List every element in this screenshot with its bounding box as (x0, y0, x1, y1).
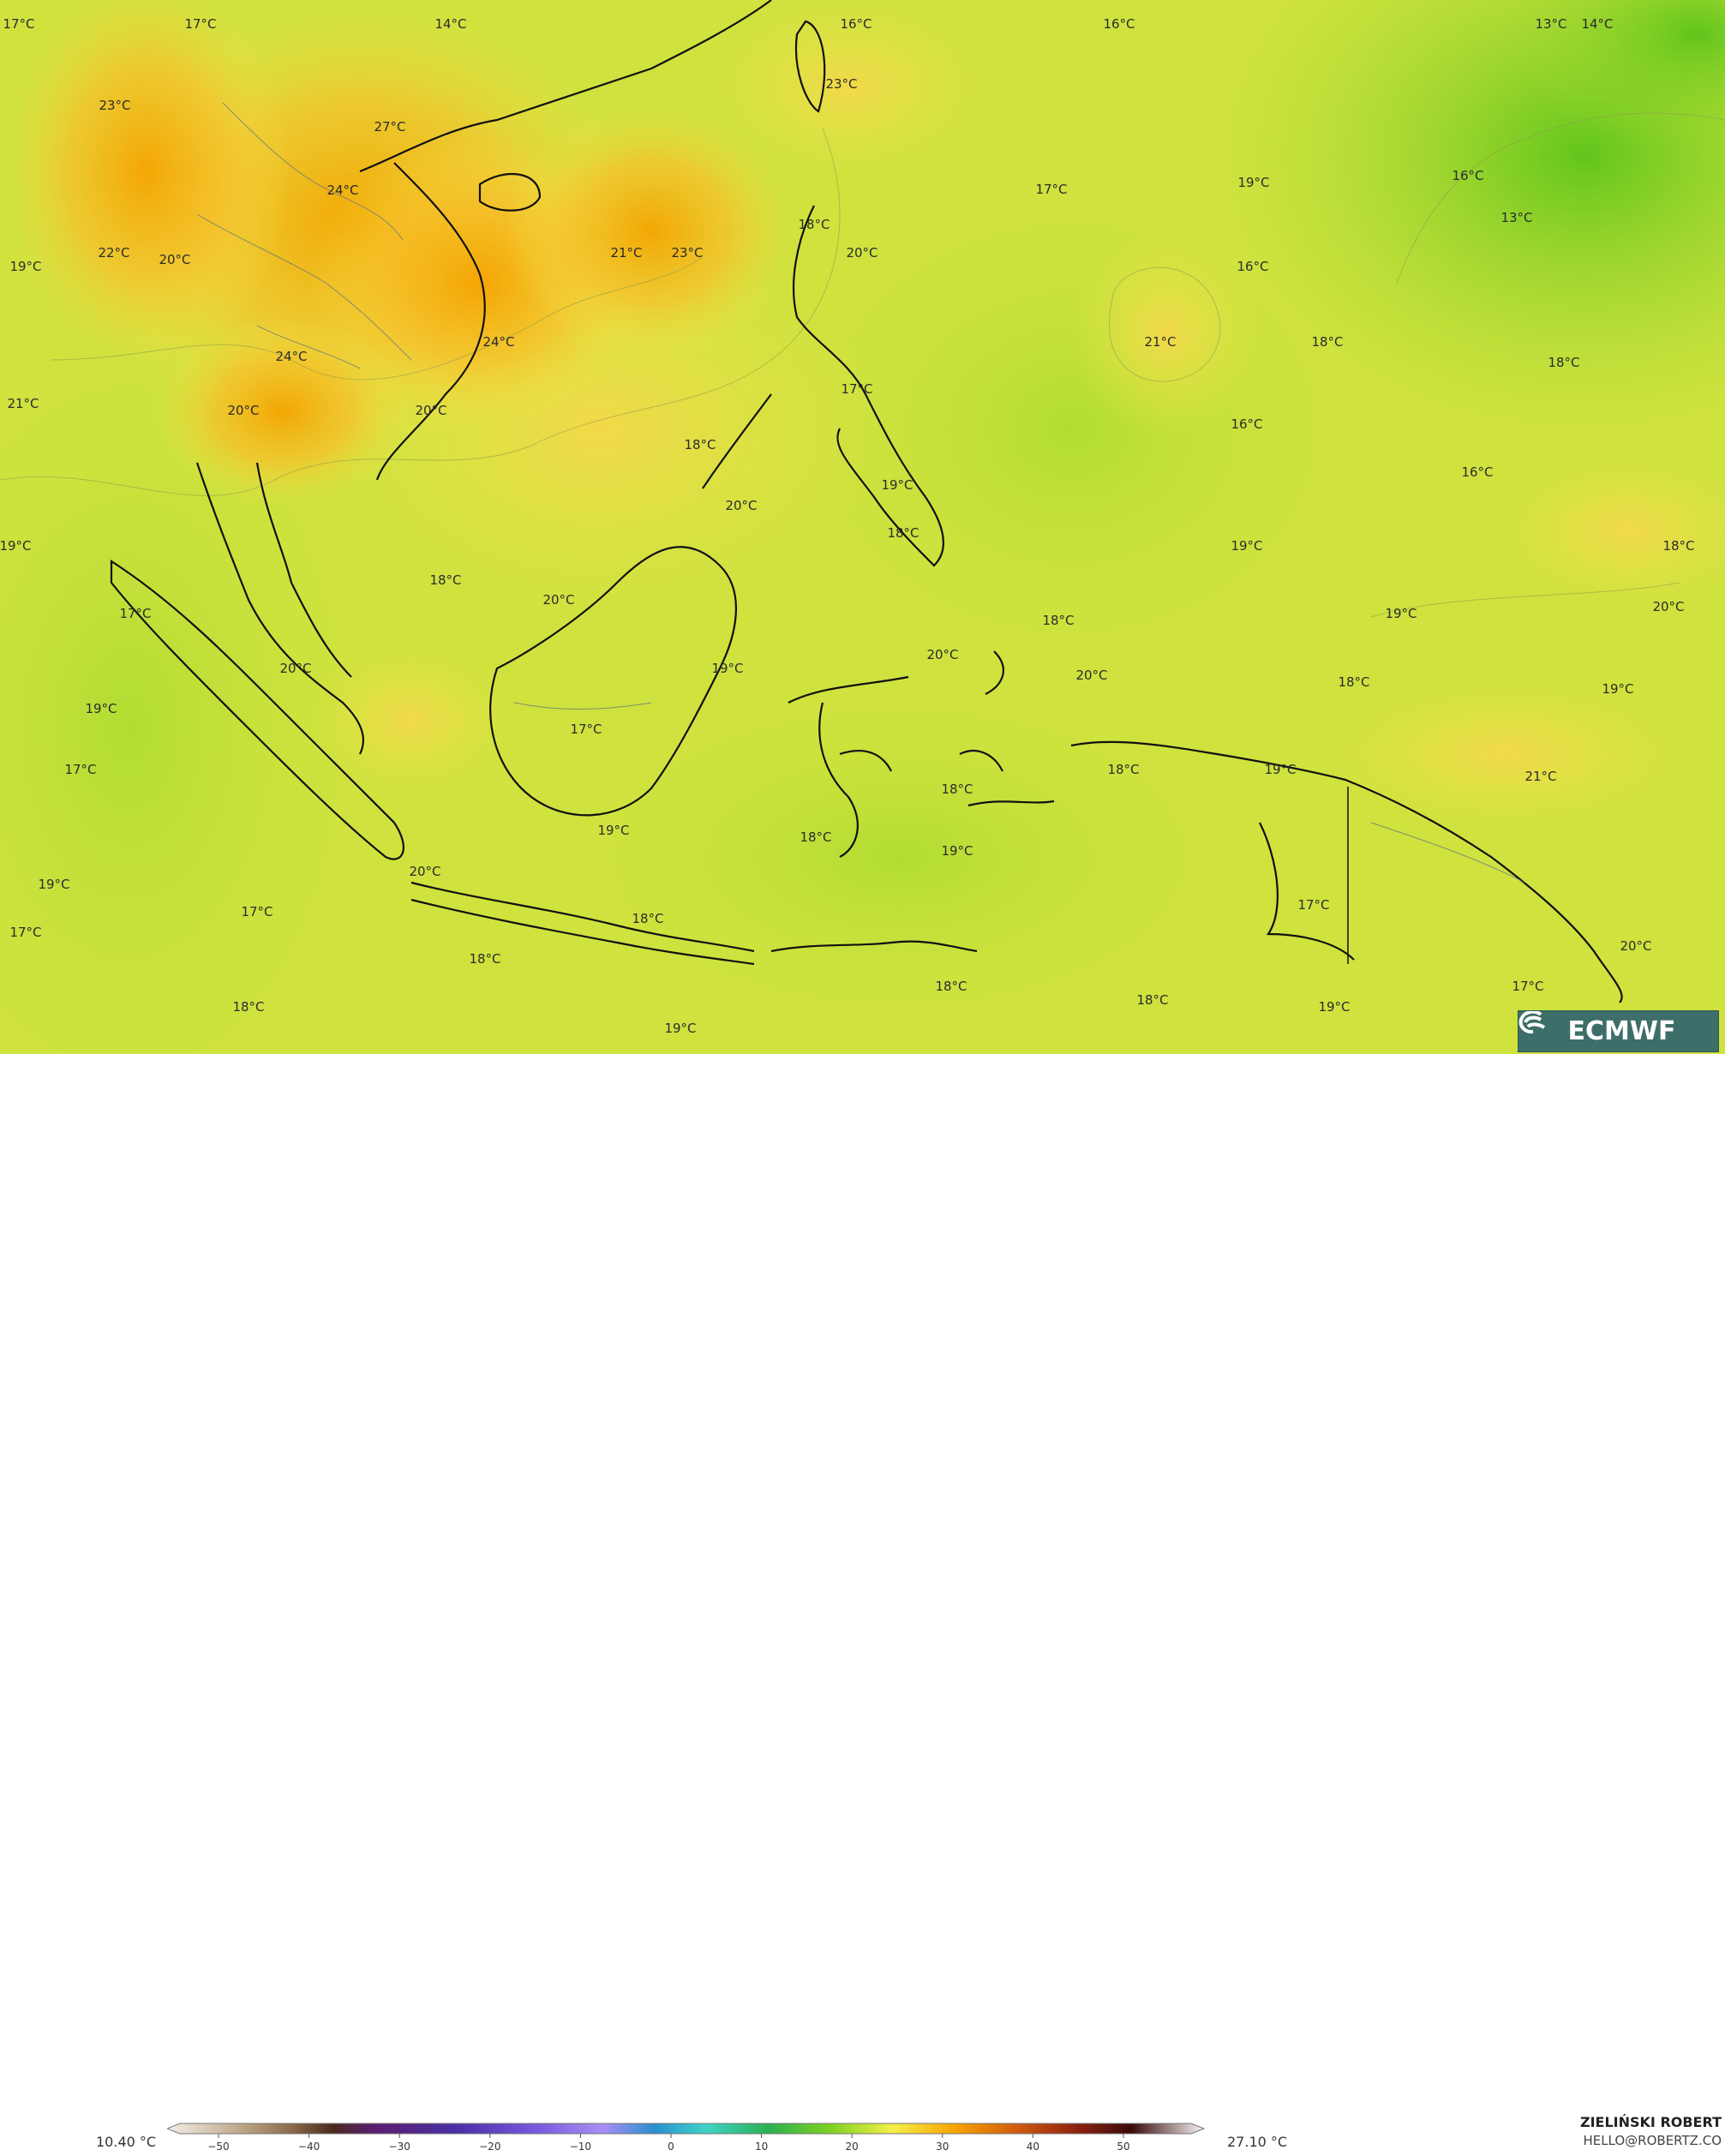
temperature-label: 20°C (926, 647, 959, 662)
temperature-label: 19°C (1318, 999, 1351, 1015)
temperature-map[interactable]: 17°C 17°C 14°C 16°C 16°C 13°C 14°C 23°C 23°C 27°C… (0, 0, 1725, 1054)
temperature-label: 19°C (1264, 762, 1297, 777)
temperature-label: 16°C (1231, 416, 1263, 432)
temperature-label: 19°C (711, 661, 744, 676)
legend-tick-label: −20 (479, 2141, 500, 2153)
temperature-label: 20°C (1652, 599, 1685, 614)
temperature-label: 20°C (1075, 668, 1108, 683)
legend-tick-label: 30 (936, 2141, 949, 2153)
temperature-label: 18°C (1136, 992, 1169, 1008)
legend-tick-label: −40 (298, 2141, 320, 2153)
temperature-label: 18°C (1107, 762, 1140, 777)
temperature-label: 16°C (840, 16, 872, 32)
temperature-label: 19°C (1385, 606, 1417, 621)
temperature-label: 17°C (241, 904, 273, 919)
temperature-label: 20°C (409, 864, 441, 879)
temperature-label: 21°C (1144, 334, 1177, 350)
temperature-label: 20°C (159, 252, 191, 267)
temperature-label: 21°C (1524, 769, 1557, 784)
temperature-label: 22°C (98, 245, 130, 261)
legend-footer: 10.40 °C (0, 1054, 1725, 2153)
temperature-label: 14°C (434, 16, 467, 32)
temperature-label: 20°C (279, 661, 312, 676)
temperature-label: 19°C (1231, 538, 1263, 554)
temperature-label: 24°C (275, 349, 308, 364)
temperature-label: 19°C (597, 823, 630, 838)
temperature-label: 19°C (941, 843, 973, 859)
temperature-label: 23°C (825, 76, 858, 92)
temperature-label: 16°C (1103, 16, 1135, 32)
temperature-label: 23°C (99, 98, 131, 113)
legend-tick-label: −30 (389, 2141, 410, 2153)
legend-min-value: 10.40 °C (96, 2134, 157, 2150)
temperature-label: 20°C (415, 403, 447, 418)
legend-tick-label: 0 (668, 2141, 674, 2153)
temperature-label: 19°C (0, 538, 32, 554)
temperature-label: 18°C (935, 979, 967, 994)
temperature-label: 24°C (326, 183, 359, 198)
ecmwf-logo: ECMWF (1518, 1010, 1719, 1052)
temperature-label: 21°C (610, 245, 643, 261)
temperature-label: 17°C (841, 381, 873, 397)
temperature-label: 19°C (1237, 175, 1270, 190)
temperature-label: 14°C (1581, 16, 1614, 32)
legend-tick-label: 10 (755, 2141, 768, 2153)
temperature-label: 18°C (1042, 613, 1075, 628)
temperature-label: 17°C (1297, 897, 1330, 913)
map-background (0, 0, 1725, 1054)
temperature-label: 20°C (542, 592, 575, 608)
temperature-label: 18°C (1338, 674, 1370, 690)
temperature-label: 19°C (1602, 681, 1634, 697)
temperature-label: 20°C (725, 498, 758, 513)
temperature-label: 20°C (1620, 938, 1652, 954)
temperature-label: 18°C (1548, 355, 1580, 370)
temperature-label: 17°C (184, 16, 217, 32)
temperature-label: 17°C (1035, 182, 1068, 197)
temperature-label: 19°C (9, 259, 42, 274)
temperature-label: 16°C (1461, 464, 1494, 480)
legend-tick-label: 50 (1117, 2141, 1129, 2153)
ecmwf-logo-text: ECMWF (1567, 1016, 1676, 1046)
temperature-label: 19°C (664, 1021, 697, 1036)
temperature-label: 17°C (570, 722, 602, 737)
temperature-label: 18°C (1311, 334, 1344, 350)
temperature-label: 18°C (632, 911, 664, 926)
temperature-label: 13°C (1500, 210, 1533, 225)
temperature-label: 17°C (3, 16, 35, 32)
temperature-label: 16°C (1452, 168, 1484, 183)
temperature-label: 20°C (846, 245, 878, 261)
temperature-label: 18°C (232, 999, 265, 1015)
temperature-label: 18°C (887, 525, 919, 541)
legend-tick-label: −10 (570, 2141, 591, 2153)
temperature-label: 17°C (64, 762, 97, 777)
temperature-label: 19°C (85, 701, 117, 716)
temperature-label: 18°C (684, 437, 716, 452)
temperature-label: 18°C (798, 217, 830, 232)
temperature-label: 17°C (9, 925, 42, 940)
temperature-label: 18°C (429, 572, 462, 588)
legend-tick-label: −50 (207, 2141, 229, 2153)
temperature-label: 20°C (227, 403, 260, 418)
temperature-label: 18°C (800, 829, 832, 845)
temperature-label: 19°C (38, 877, 70, 892)
legend-max-value: 27.10 °C (1227, 2134, 1288, 2150)
legend-tick-label: 40 (1027, 2141, 1039, 2153)
temperature-label: 18°C (469, 951, 501, 967)
color-scale-bar: −50 −40 −30 −20 −10 0 10 20 30 40 50 (167, 2123, 1206, 2153)
temperature-label: 16°C (1237, 259, 1269, 274)
author-email[interactable]: HELLO@ROBERTZ.CO (1583, 2133, 1722, 2148)
temperature-label: 24°C (482, 334, 515, 350)
author-name: ZIELIŃSKI ROBERT (1579, 2114, 1722, 2130)
temperature-label: 18°C (1662, 538, 1695, 554)
temperature-label: 13°C (1535, 16, 1567, 32)
temperature-label: 17°C (119, 606, 152, 621)
temperature-label: 21°C (7, 396, 39, 411)
temperature-label: 19°C (881, 477, 913, 493)
temperature-label: 17°C (1512, 979, 1544, 994)
temperature-label: 27°C (374, 119, 406, 135)
temperature-label: 18°C (941, 782, 973, 797)
temperature-label: 23°C (671, 245, 704, 261)
legend-tick-label: 20 (846, 2141, 859, 2153)
